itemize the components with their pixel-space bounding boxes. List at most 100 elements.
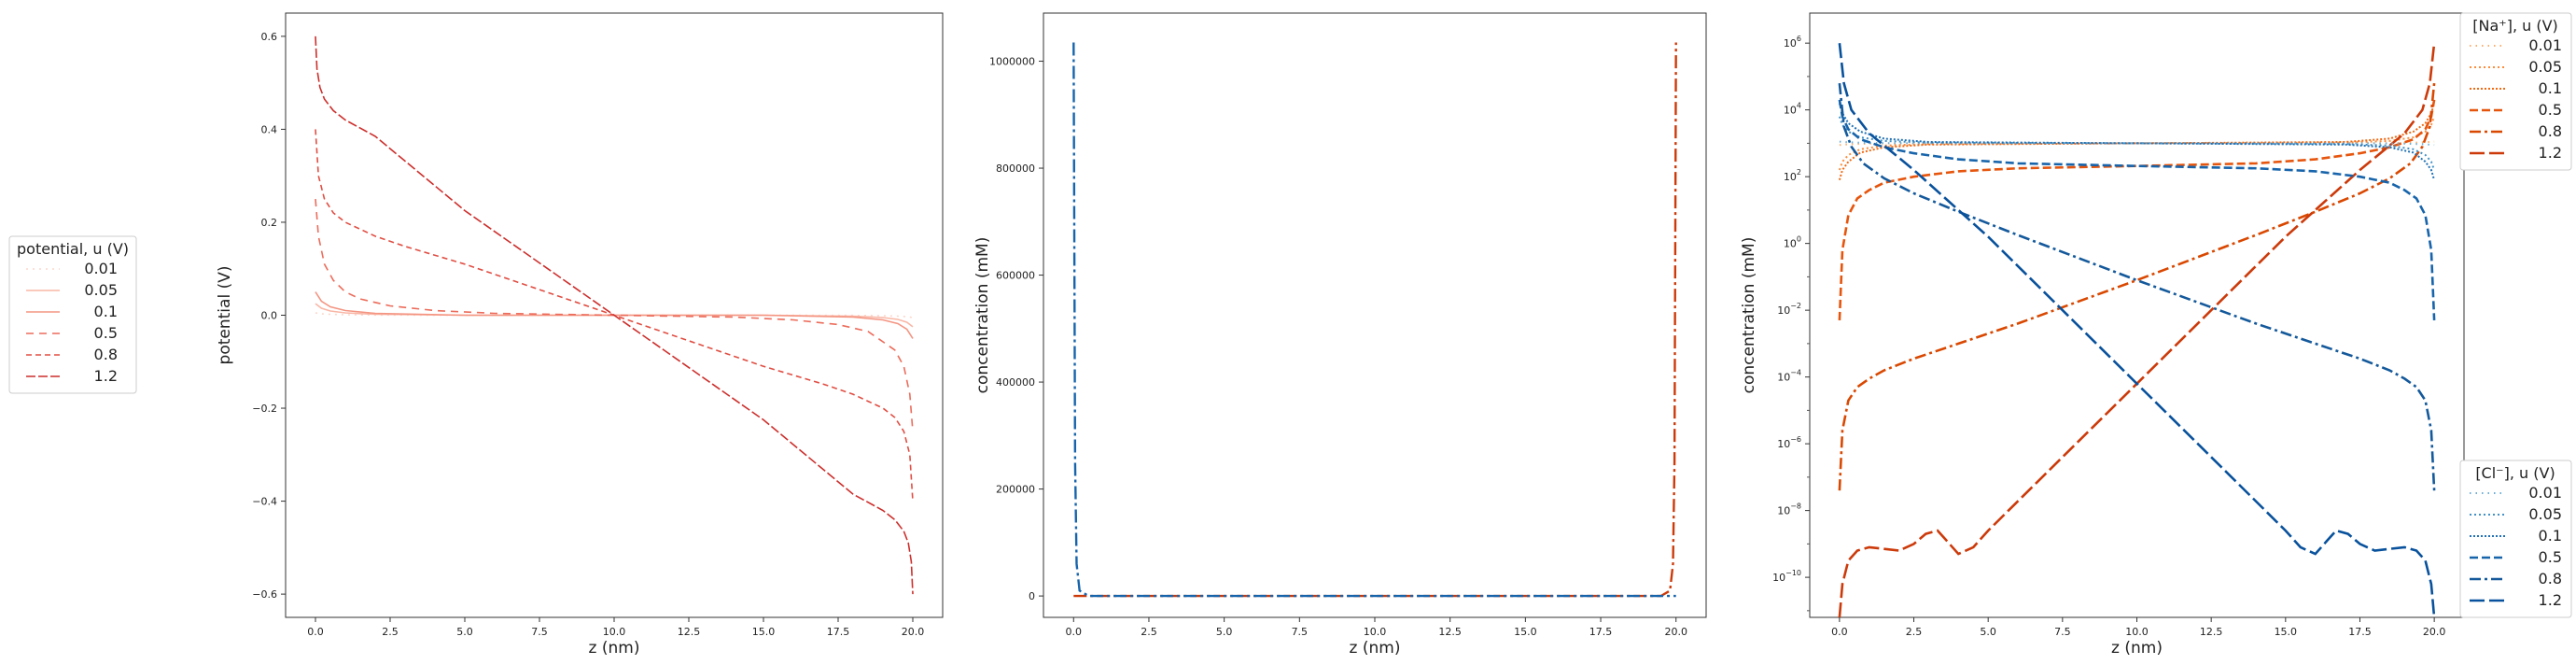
y-tick-label: 10−4 [1777, 369, 1801, 384]
y-tick-label: −0.4 [252, 496, 277, 508]
tick-base: 10 [1777, 505, 1790, 517]
x-tick-label: 20.0 [2423, 626, 2446, 638]
legend-label: 0.1 [2539, 79, 2562, 97]
na-line-0.1 [1838, 103, 2436, 180]
legend-label: 0.05 [2528, 505, 2562, 523]
cl-line-0.5 [1838, 99, 2436, 320]
tick-base: 10 [1784, 238, 1797, 250]
y-tick-label: 10−2 [1777, 302, 1801, 317]
x-tick-label: 17.5 [1589, 626, 1613, 638]
y-tick-label: 100 [1784, 235, 1801, 250]
plot-frame-2 [1043, 12, 1707, 618]
potential-line-1.2 [315, 35, 914, 595]
x-tick-label: 17.5 [827, 626, 850, 638]
na-line-0.8 [1838, 82, 2436, 491]
legend-title: [Cl⁻], u (V) [2475, 464, 2555, 482]
x-tick-label: 12.5 [1438, 626, 1462, 638]
y-tick-label: 600000 [996, 270, 1035, 282]
cl-line-0.1 [1838, 103, 2436, 180]
legend-label: 0.8 [2539, 570, 2562, 587]
x-tick-label: 10.0 [603, 626, 626, 638]
y-axis-label: concentration (mM) [1740, 237, 1758, 394]
x-tick-label: 12.5 [678, 626, 701, 638]
x-tick-label: 17.5 [2348, 626, 2372, 638]
x-axis-label: z (nm) [589, 639, 640, 658]
x-tick-label: 2.5 [382, 626, 399, 638]
x-tick-label: 12.5 [2200, 626, 2223, 638]
na-line-1.2 [1838, 43, 2436, 618]
tick-base: 10 [1784, 105, 1797, 117]
x-tick-label: 20.0 [902, 626, 925, 638]
x-tick-label: 15.0 [752, 626, 776, 638]
x-tick-label: 15.0 [2275, 626, 2298, 638]
legend-label: 0.05 [84, 281, 118, 299]
x-tick-label: 2.5 [1906, 626, 1923, 638]
y-axis-label: concentration (mM) [973, 237, 992, 394]
x-tick-label: 7.5 [2054, 626, 2071, 638]
legend-label: 0.01 [84, 260, 118, 277]
cl-line-1.2 [1838, 43, 2436, 618]
legend-label: 0.01 [2528, 36, 2562, 54]
concentration-line [1073, 42, 1677, 598]
y-tick-label: 104 [1784, 102, 1801, 117]
x-tick-label: 0.0 [307, 626, 324, 638]
y-tick-label: 0.2 [261, 217, 278, 229]
legend-box [2459, 460, 2572, 618]
y-tick-label: 0.6 [261, 31, 278, 43]
plot-frame-3 [1809, 12, 2465, 618]
tick-base: 10 [1772, 572, 1785, 584]
tick-exponent: −4 [1790, 369, 1801, 377]
y-tick-label: 102 [1784, 168, 1801, 183]
x-tick-label: 0.0 [1066, 626, 1083, 638]
na-line-0.05 [1838, 116, 2436, 171]
x-tick-label: 15.0 [1514, 626, 1537, 638]
potential-line-0.01 [315, 312, 914, 318]
y-tick-label: −0.2 [252, 403, 277, 415]
x-tick-label: 5.0 [456, 626, 473, 638]
na-legend: [Na⁺], u (V)0.01 0.05 0.1 0.5 0.8 1.2 [2459, 12, 2572, 171]
y-tick-label: 10−10 [1772, 569, 1801, 584]
tick-exponent: −6 [1790, 435, 1801, 444]
concentration-line [1072, 42, 1676, 598]
legend-label: 0.1 [2539, 527, 2562, 545]
y-tick-label: 800000 [996, 163, 1035, 175]
x-tick-label: 10.0 [1364, 626, 1387, 638]
legend-label: 0.8 [2539, 122, 2562, 140]
x-tick-label: 7.5 [1292, 626, 1309, 638]
x-axis-label: z (nm) [1350, 639, 1401, 658]
y-tick-label: 10−8 [1777, 502, 1801, 517]
y-tick-label: 0.4 [261, 123, 278, 135]
x-tick-label: 20.0 [1664, 626, 1687, 638]
legend-box [8, 235, 137, 394]
tick-base: 10 [1777, 372, 1790, 384]
x-tick-label: 5.0 [1216, 626, 1233, 638]
x-axis-label: z (nm) [2111, 639, 2163, 658]
legend-label: 0.05 [2528, 58, 2562, 76]
y-tick-label: 106 [1784, 35, 1801, 50]
legend-box [2459, 12, 2572, 171]
y-tick-label: 1000000 [989, 56, 1035, 68]
legend-label: 0.5 [2539, 101, 2562, 119]
y-axis-label: potential (V) [216, 266, 234, 365]
legend-label: 0.5 [94, 324, 118, 342]
potential-legend: potential, u (V) 0.01 0.05 0.1 0.5 0.8 1.2 [8, 235, 137, 394]
legend-label: 1.2 [2539, 144, 2562, 162]
y-tick-label: 0 [1029, 590, 1035, 602]
potential-line-0.5 [315, 199, 914, 432]
tick-exponent: 0 [1797, 235, 1801, 244]
y-tick-label: 10−6 [1777, 435, 1801, 450]
x-tick-label: 0.0 [1831, 626, 1848, 638]
tick-exponent: 4 [1797, 102, 1801, 110]
tick-base: 10 [1784, 171, 1797, 183]
legend-label: 0.5 [2539, 548, 2562, 566]
legend-label: 0.1 [94, 303, 118, 320]
y-tick-label: −0.6 [252, 588, 277, 601]
y-tick-label: 400000 [996, 376, 1035, 389]
tick-base: 10 [1784, 37, 1797, 50]
legend-title: [Na⁺], u (V) [2472, 17, 2558, 35]
tick-exponent: −8 [1790, 502, 1801, 511]
x-tick-label: 7.5 [531, 626, 548, 638]
legend-label: 0.01 [2528, 484, 2562, 502]
x-tick-label: 10.0 [2125, 626, 2149, 638]
